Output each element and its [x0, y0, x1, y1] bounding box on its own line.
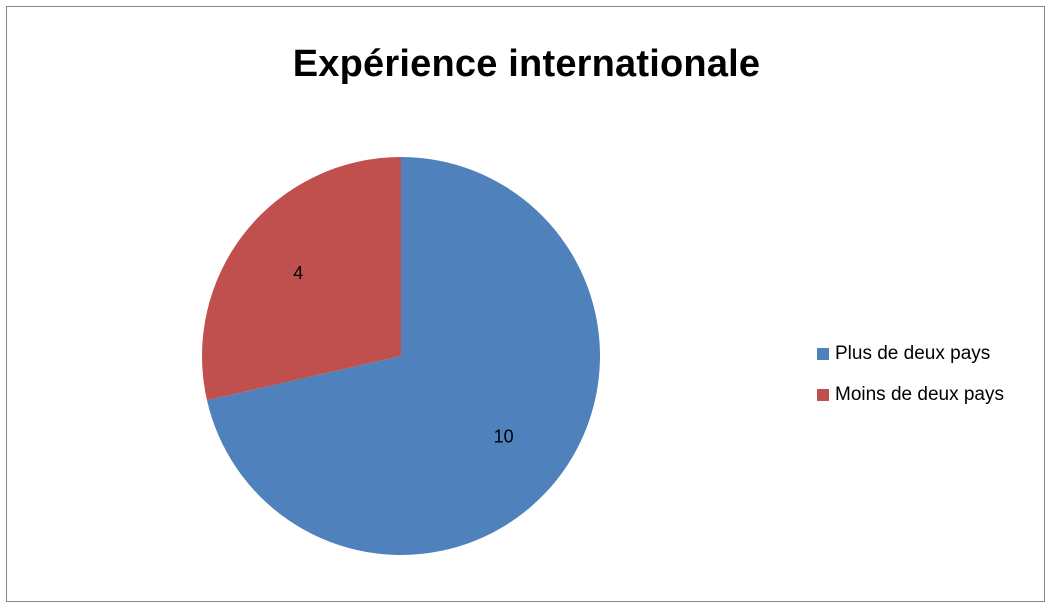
legend-swatch [817, 389, 829, 401]
legend-label: Moins de deux pays [835, 384, 1004, 405]
legend: Plus de deux pays Moins de deux pays [817, 343, 1004, 425]
legend-item-plus-de-deux-pays: Plus de deux pays [817, 343, 1004, 365]
pie-slice-1 [202, 157, 401, 401]
data-label-0: 10 [494, 427, 514, 447]
pie-chart: 10 4 [202, 157, 600, 555]
data-label-1: 4 [293, 263, 303, 283]
legend-item-moins-de-deux-pays: Moins de deux pays [817, 384, 1004, 406]
pie-slice-0 [206, 157, 600, 555]
chart-title: Expérience internationale [292, 43, 761, 85]
chart-area: Expérience internationale 10 4 Plus de de… [6, 6, 1045, 602]
legend-label: Plus de deux pays [835, 343, 991, 364]
legend-swatch [817, 348, 829, 360]
